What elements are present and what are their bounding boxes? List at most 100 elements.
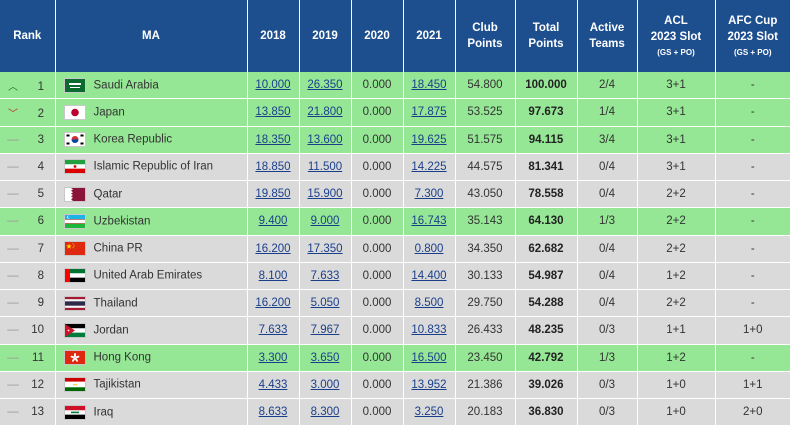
points-2019-cell[interactable]: 21.800 <box>299 98 352 127</box>
points-2018-cell[interactable]: 13.850 <box>247 98 300 127</box>
points-2019-link[interactable]: 26.350 <box>307 79 343 92</box>
points-2018-link[interactable]: 3.300 <box>258 351 288 364</box>
points-2021-link[interactable]: 10.833 <box>411 324 447 337</box>
table-row[interactable]: —8 United Arab Emirates 8.100 7.633 0.000 14.… <box>0 262 790 291</box>
points-2018-link[interactable]: 7.633 <box>258 324 288 337</box>
col-header-afc-cup-slot[interactable]: AFC Cup 2023 Slot (GS + PO) <box>715 0 790 72</box>
col-header-2020[interactable]: 2020 <box>351 0 404 72</box>
points-2021-link[interactable]: 14.400 <box>411 269 447 282</box>
col-header-active-teams[interactable]: Active Teams <box>577 0 638 72</box>
points-2019-cell[interactable]: 3.000 <box>299 371 352 400</box>
table-row[interactable]: —4 Islamic Republic of Iran 18.850 11.500 0.… <box>0 153 790 182</box>
col-header-2021[interactable]: 2021 <box>403 0 456 72</box>
table-row[interactable]: — 12 Tajikistan 4.433 3.000 0.000 13.952 21.386… <box>0 371 790 400</box>
points-2021-cell[interactable]: 8.500 <box>403 289 456 318</box>
points-2021-cell[interactable]: 14.225 <box>403 153 456 182</box>
points-2019-cell[interactable]: 3.650 <box>299 344 352 372</box>
points-2019-cell[interactable]: 13.600 <box>299 126 352 154</box>
points-2021-cell[interactable]: 3.250 <box>403 398 456 426</box>
table-row[interactable]: — 10 Jordan 7.633 7.967 0.000 10.833 26.433 48.2… <box>0 316 790 345</box>
points-2021-cell[interactable]: 19.625 <box>403 126 456 154</box>
points-2018-link[interactable]: 9.400 <box>258 215 288 228</box>
points-2019-cell[interactable]: 17.350 <box>299 235 352 263</box>
table-row[interactable]: —3 Korea Republic 18.350 13.600 0.000 19.625 5… <box>0 126 790 154</box>
table-row[interactable]: — 13 Iraq 8.633 8.300 0.000 3.250 20.183 36.830 0… <box>0 398 790 426</box>
points-2019-cell[interactable]: 15.900 <box>299 180 352 209</box>
points-2018-cell[interactable]: 9.400 <box>247 207 300 236</box>
points-2018-link[interactable]: 10.000 <box>255 79 291 92</box>
points-2021-cell[interactable]: 10.833 <box>403 316 456 345</box>
table-row[interactable]: —6 Uzbekistan 9.400 9.000 0.000 16.743 35.143 6… <box>0 207 790 236</box>
points-2019-link[interactable]: 17.350 <box>307 242 343 255</box>
points-2021-link[interactable]: 8.500 <box>414 297 444 310</box>
points-2018-link[interactable]: 13.850 <box>255 106 291 119</box>
col-header-2019[interactable]: 2019 <box>299 0 352 72</box>
points-2021-cell[interactable]: 0.800 <box>403 235 456 263</box>
points-2021-cell[interactable]: 7.300 <box>403 180 456 209</box>
table-row[interactable]: —5 Qatar 19.850 15.900 0.000 7.300 43.050 78.55… <box>0 180 790 209</box>
points-2018-link[interactable]: 16.200 <box>255 297 291 310</box>
points-2018-link[interactable]: 16.200 <box>255 242 291 255</box>
points-2021-cell[interactable]: 13.952 <box>403 371 456 400</box>
points-2019-link[interactable]: 3.000 <box>310 378 340 391</box>
points-2018-link[interactable]: 4.433 <box>258 378 288 391</box>
points-2019-link[interactable]: 7.967 <box>310 324 340 337</box>
points-2018-cell[interactable]: 18.350 <box>247 126 300 154</box>
points-2018-cell[interactable]: 19.850 <box>247 180 300 209</box>
points-2021-cell[interactable]: 18.450 <box>403 72 456 100</box>
points-2019-cell[interactable]: 11.500 <box>299 153 352 182</box>
points-2018-link[interactable]: 8.633 <box>258 406 288 419</box>
points-2018-link[interactable]: 8.100 <box>258 269 288 282</box>
table-row[interactable]: —7 China PR 16.200 17.350 0.000 0.800 34.350 62… <box>0 235 790 263</box>
points-2021-link[interactable]: 14.225 <box>411 160 447 173</box>
points-2019-link[interactable]: 13.600 <box>307 133 343 146</box>
points-2018-cell[interactable]: 10.000 <box>247 72 300 100</box>
points-2019-link[interactable]: 21.800 <box>307 106 343 119</box>
points-2021-link[interactable]: 13.952 <box>411 378 447 391</box>
points-2019-link[interactable]: 5.050 <box>310 297 340 310</box>
points-2019-link[interactable]: 7.633 <box>310 269 340 282</box>
points-2021-cell[interactable]: 16.743 <box>403 207 456 236</box>
points-2019-cell[interactable]: 8.300 <box>299 398 352 426</box>
points-2021-link[interactable]: 19.625 <box>411 133 447 146</box>
points-2021-link[interactable]: 3.250 <box>414 406 444 419</box>
points-2019-cell[interactable]: 9.000 <box>299 207 352 236</box>
points-2021-link[interactable]: 18.450 <box>411 79 447 92</box>
points-2021-link[interactable]: 7.300 <box>414 188 444 201</box>
points-2019-cell[interactable]: 7.967 <box>299 316 352 345</box>
points-2019-cell[interactable]: 26.350 <box>299 72 352 100</box>
col-header-club-points[interactable]: Club Points <box>455 0 516 72</box>
points-2018-cell[interactable]: 3.300 <box>247 344 300 372</box>
points-2018-link[interactable]: 19.850 <box>255 188 291 201</box>
col-header-acl-slot[interactable]: ACL 2023 Slot (GS + PO) <box>637 0 716 72</box>
points-2021-cell[interactable]: 17.875 <box>403 98 456 127</box>
points-2019-cell[interactable]: 7.633 <box>299 262 352 291</box>
points-2019-link[interactable]: 15.900 <box>307 188 343 201</box>
points-2018-link[interactable]: 18.850 <box>255 160 291 173</box>
points-2018-cell[interactable]: 18.850 <box>247 153 300 182</box>
col-header-ma[interactable]: MA <box>55 0 248 72</box>
points-2019-link[interactable]: 3.650 <box>310 351 340 364</box>
points-2018-cell[interactable]: 7.633 <box>247 316 300 345</box>
table-row[interactable]: —9 Thailand 16.200 5.050 0.000 8.500 29.750 54.… <box>0 289 790 318</box>
table-row[interactable]: — 11 Hong Kong 3.300 3.650 0.000 16.500 23.450 4… <box>0 344 790 372</box>
points-2018-cell[interactable]: 16.200 <box>247 235 300 263</box>
points-2021-cell[interactable]: 16.500 <box>403 344 456 372</box>
points-2019-cell[interactable]: 5.050 <box>299 289 352 318</box>
points-2021-link[interactable]: 16.743 <box>411 215 447 228</box>
points-2018-cell[interactable]: 8.100 <box>247 262 300 291</box>
points-2018-cell[interactable]: 16.200 <box>247 289 300 318</box>
points-2021-cell[interactable]: 14.400 <box>403 262 456 291</box>
col-header-rank[interactable]: Rank <box>0 0 56 72</box>
points-2021-link[interactable]: 17.875 <box>411 106 447 119</box>
points-2019-link[interactable]: 9.000 <box>310 215 340 228</box>
table-row[interactable]: ﹀ 2 Japan 13.850 21.800 0.000 17.875 53.525 97.6… <box>0 98 790 127</box>
col-header-total-points[interactable]: Total Points <box>515 0 578 72</box>
points-2021-link[interactable]: 0.800 <box>414 242 444 255</box>
points-2019-link[interactable]: 11.500 <box>307 160 343 173</box>
points-2018-cell[interactable]: 4.433 <box>247 371 300 400</box>
points-2021-link[interactable]: 16.500 <box>411 351 447 364</box>
points-2019-link[interactable]: 8.300 <box>310 406 340 419</box>
col-header-2018[interactable]: 2018 <box>247 0 300 72</box>
points-2018-cell[interactable]: 8.633 <box>247 398 300 426</box>
